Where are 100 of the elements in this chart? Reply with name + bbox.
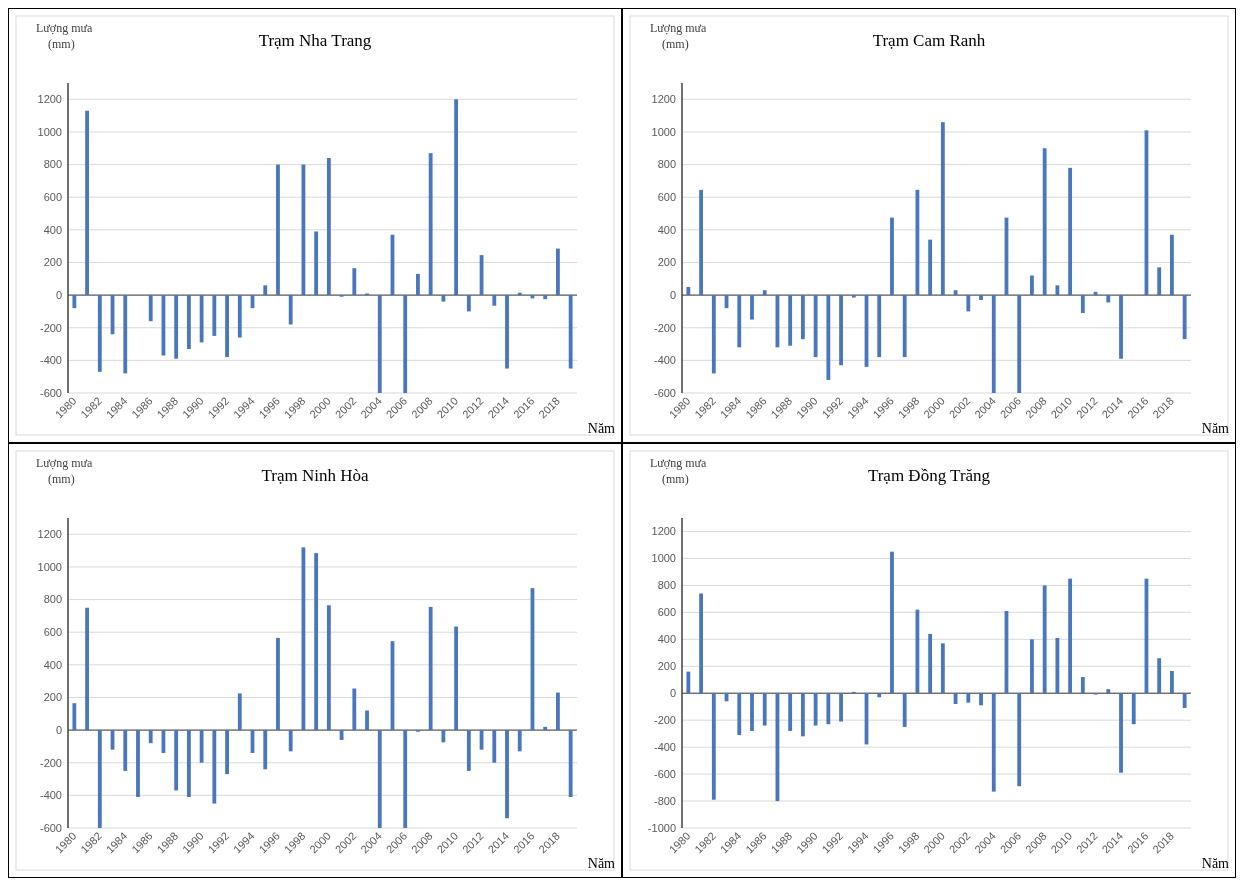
bar: [940, 122, 945, 296]
bar: [737, 693, 742, 735]
bar: [212, 295, 217, 336]
bar: [517, 730, 522, 752]
bar: [237, 295, 242, 338]
chart-title: Trạm Nha Trang: [258, 31, 372, 50]
bar: [1030, 639, 1034, 694]
bar: [800, 693, 805, 737]
bar: [1170, 234, 1174, 296]
bar: [276, 637, 280, 731]
bar: [762, 693, 767, 726]
bar: [1080, 677, 1085, 694]
bar: [72, 703, 77, 731]
bar: [72, 295, 77, 309]
bar: [966, 295, 971, 312]
y-tick-label: 1200: [37, 528, 62, 541]
bar: [991, 693, 996, 792]
y-tick-label: 0: [669, 687, 676, 700]
bar: [1017, 693, 1022, 787]
bar: [263, 285, 268, 296]
x-axis-title: Năm: [587, 856, 616, 871]
bar: [1119, 295, 1123, 359]
y-tick-label: -400: [39, 354, 62, 367]
y-tick-label: 400: [657, 633, 676, 646]
y-tick-label: 600: [657, 606, 676, 619]
bar: [492, 730, 497, 763]
bar: [699, 189, 703, 296]
bar: [890, 217, 894, 296]
bar: [1157, 658, 1162, 694]
bar: [839, 295, 843, 366]
y-tick-label: -600: [653, 767, 676, 780]
bar: [762, 290, 767, 296]
bar: [902, 693, 907, 727]
bar: [1170, 670, 1174, 694]
y-tick-label: -200: [39, 321, 62, 334]
bar: [686, 286, 691, 296]
y-tick-label: -1000: [647, 821, 676, 834]
bar: [186, 295, 191, 349]
y-tick-label: 200: [43, 256, 62, 269]
y-tick-label: 400: [43, 658, 62, 671]
bar: [1119, 693, 1123, 773]
y-tick-label: 400: [657, 223, 676, 236]
bar: [711, 693, 716, 800]
bar: [1080, 295, 1085, 314]
bar: [711, 295, 716, 374]
bar: [788, 693, 793, 731]
x-axis-title: Năm: [587, 421, 616, 436]
bar: [568, 730, 573, 797]
bar: [568, 295, 573, 369]
bar: [263, 730, 268, 770]
bar: [928, 239, 933, 296]
y-axis-title: Lượng mưa (mm): [650, 456, 708, 486]
bar: [543, 295, 548, 300]
bar: [543, 726, 548, 731]
bar: [979, 693, 983, 706]
bar: [212, 730, 217, 804]
y-tick-label: -600: [39, 386, 62, 399]
bar: [1157, 267, 1162, 296]
y-tick-label: 0: [55, 723, 62, 736]
y-tick-label: 800: [43, 158, 62, 171]
bar: [466, 295, 471, 312]
y-tick-label: 200: [657, 256, 676, 269]
y-tick-label: -400: [653, 354, 676, 367]
y-tick-label: 0: [669, 288, 676, 301]
y-tick-label: 400: [43, 223, 62, 236]
bar: [148, 730, 153, 744]
bar: [365, 710, 369, 731]
bar: [1042, 585, 1047, 694]
bar: [505, 730, 509, 819]
bar: [979, 295, 983, 300]
bar: [174, 730, 179, 791]
bar: [1182, 693, 1187, 709]
bar: [750, 693, 754, 731]
bar: [237, 693, 242, 731]
bar: [225, 295, 229, 358]
bar: [416, 273, 420, 296]
y-tick-label: -200: [653, 714, 676, 727]
bar: [85, 110, 89, 296]
bar: [441, 730, 446, 743]
bar: [199, 295, 204, 343]
bar: [288, 730, 293, 752]
bar: [326, 158, 331, 296]
y-tick-label: 1000: [651, 552, 676, 565]
bar: [826, 295, 831, 380]
x-axis-title: Năm: [1201, 856, 1230, 871]
bar: [839, 693, 843, 722]
x-axis-title: Năm: [1201, 421, 1230, 436]
y-tick-label: 600: [43, 626, 62, 639]
bar: [403, 730, 408, 828]
bar: [186, 730, 191, 797]
y-tick-label: 800: [43, 593, 62, 606]
bar: [902, 295, 907, 358]
y-tick-label: 800: [657, 158, 676, 171]
bar: [1106, 689, 1111, 694]
y-axis-title: Lượng mưa (mm): [36, 456, 94, 486]
y-tick-label: -400: [653, 740, 676, 753]
bar: [225, 730, 229, 775]
bar: [97, 730, 102, 828]
y-tick-label: -200: [39, 756, 62, 769]
bar: [1106, 295, 1111, 303]
